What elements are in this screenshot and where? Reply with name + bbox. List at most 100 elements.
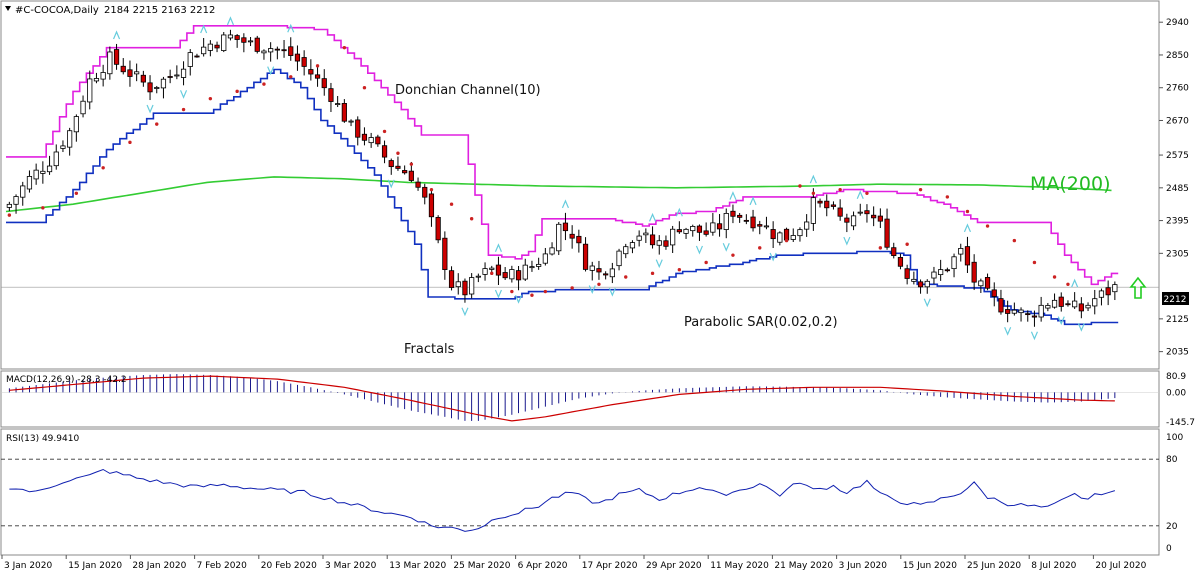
donchian-label: Donchian Channel(10) bbox=[395, 83, 541, 98]
candle-body bbox=[53, 151, 59, 167]
fractal-down bbox=[461, 307, 469, 317]
sar-dot bbox=[798, 184, 802, 188]
candle-body bbox=[723, 213, 729, 230]
candle-body bbox=[696, 225, 703, 233]
sar-dot bbox=[155, 122, 159, 126]
rsi-pane[interactable] bbox=[0, 428, 1160, 556]
candle-body bbox=[1098, 290, 1105, 298]
candle-body bbox=[917, 281, 924, 288]
time-tick-label: 15 Jan 2020 bbox=[68, 561, 122, 571]
sar-dot bbox=[41, 206, 45, 210]
candle-body bbox=[294, 53, 301, 62]
candle-body bbox=[60, 145, 66, 149]
sar-dot bbox=[624, 275, 628, 279]
candle-body bbox=[603, 273, 609, 276]
sar-dot bbox=[469, 217, 474, 221]
fractal-down bbox=[608, 287, 616, 297]
fractal-up bbox=[494, 243, 503, 252]
candle-body bbox=[656, 240, 662, 246]
candle-body bbox=[214, 44, 220, 49]
candle-body bbox=[750, 216, 756, 229]
dropdown-triangle-icon[interactable] bbox=[5, 6, 11, 11]
candle-body bbox=[636, 235, 642, 241]
rsi-label: RSI(13) 49.9410 bbox=[6, 434, 79, 444]
candle-body bbox=[958, 248, 964, 255]
sar-dot bbox=[128, 140, 132, 145]
sar-dot bbox=[101, 166, 105, 170]
candle-body bbox=[884, 218, 890, 248]
candle-body bbox=[1051, 299, 1058, 308]
candle-body bbox=[623, 246, 629, 255]
candle-body bbox=[428, 193, 435, 218]
candle-body bbox=[616, 250, 622, 267]
candle-body bbox=[844, 217, 850, 223]
candle-body bbox=[1005, 309, 1011, 314]
sar-dot bbox=[382, 129, 387, 134]
candle-body bbox=[1085, 304, 1091, 309]
sar-dot bbox=[965, 209, 970, 214]
candle-body bbox=[26, 176, 33, 190]
sar-dot bbox=[362, 86, 367, 90]
sar-dot bbox=[918, 187, 923, 192]
candle-body bbox=[381, 145, 388, 158]
sar-dot bbox=[811, 191, 816, 195]
fractal-down bbox=[1057, 316, 1065, 326]
candle-body bbox=[810, 197, 816, 224]
candle-body bbox=[113, 49, 120, 65]
time-tick-label: 17 Apr 2020 bbox=[582, 561, 638, 571]
fractal-down bbox=[494, 289, 503, 299]
candle-body bbox=[864, 210, 870, 215]
candle-body bbox=[1011, 309, 1017, 314]
candle-body bbox=[234, 35, 240, 40]
candle-body bbox=[743, 219, 749, 222]
candle-body bbox=[576, 235, 582, 244]
fractal-down bbox=[722, 242, 730, 252]
sar-dot bbox=[289, 75, 293, 79]
candle-body bbox=[408, 170, 414, 181]
candle-body bbox=[227, 34, 234, 39]
price-tick-label: 2940 bbox=[1166, 18, 1189, 28]
macd-pane[interactable] bbox=[0, 370, 1160, 428]
candle-body bbox=[261, 50, 267, 54]
candle-body bbox=[160, 78, 167, 89]
fractal-up bbox=[287, 23, 295, 33]
sar-dot bbox=[905, 242, 909, 246]
fractal-down bbox=[1077, 322, 1085, 332]
candle-body bbox=[247, 40, 254, 43]
fractal-up bbox=[648, 212, 657, 222]
candle-body bbox=[368, 137, 374, 144]
candle-body bbox=[402, 170, 408, 174]
candle-body bbox=[569, 233, 575, 239]
candle-body bbox=[301, 57, 307, 67]
candle-body bbox=[361, 133, 368, 141]
time-tick-label: 11 May 2020 bbox=[710, 561, 769, 571]
time-tick-label: 3 Jan 2020 bbox=[4, 561, 52, 571]
candle-body bbox=[127, 69, 133, 77]
sar-dot bbox=[530, 293, 534, 297]
candle-body bbox=[897, 257, 904, 267]
candle-body bbox=[73, 116, 79, 133]
time-tick-label: 15 Jun 2020 bbox=[903, 561, 957, 571]
candle-body bbox=[817, 200, 823, 204]
candle-body bbox=[964, 246, 971, 266]
sar-dot bbox=[235, 89, 239, 94]
sar-dot bbox=[409, 162, 414, 166]
candle-body bbox=[703, 230, 709, 235]
time-tick-label: 3 Mar 2020 bbox=[325, 561, 377, 571]
candle-body bbox=[857, 211, 863, 214]
sar-dot bbox=[570, 286, 574, 290]
candle-body bbox=[951, 256, 957, 270]
candle-body bbox=[154, 87, 160, 89]
candle-body bbox=[120, 65, 126, 73]
sar-dot bbox=[7, 213, 12, 217]
price-tick-label: 2850 bbox=[1166, 51, 1189, 61]
candle-body bbox=[6, 203, 12, 208]
fractal-down bbox=[387, 179, 395, 189]
candle-body bbox=[737, 214, 743, 218]
candle-body bbox=[596, 268, 602, 273]
sar-dot bbox=[510, 289, 514, 294]
time-axis: 3 Jan 2020 15 Jan 2020 28 Jan 2020 7 Feb 20… bbox=[1, 555, 1147, 571]
candle-body bbox=[375, 136, 381, 145]
candle-body bbox=[991, 289, 997, 297]
fractal-up bbox=[226, 16, 235, 26]
